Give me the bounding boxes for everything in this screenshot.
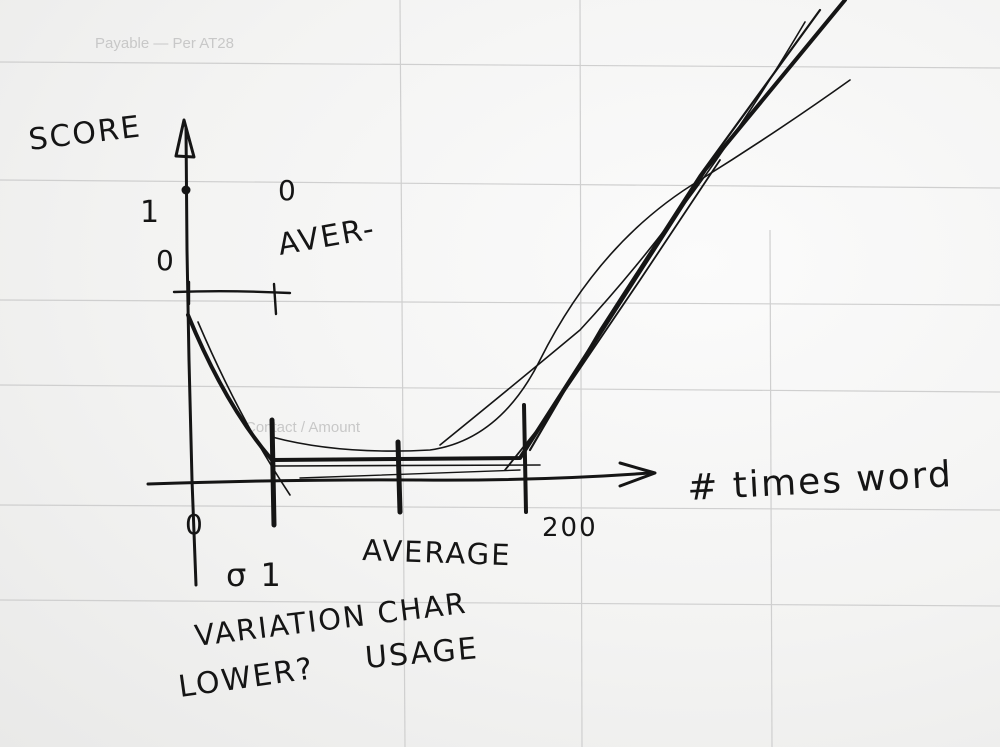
legend-line-label: AVER- — [275, 211, 378, 263]
tick-average — [395, 439, 403, 515]
legend-segment-end-tick — [272, 282, 278, 316]
legend-segment — [172, 290, 292, 295]
origin-label: 0 — [185, 508, 205, 541]
x-axis — [146, 471, 652, 486]
note-line-2-right: USAGE — [364, 631, 480, 676]
legend-marker-label: 0 — [278, 174, 298, 207]
y-tick-label-1: 1 — [140, 195, 161, 230]
score-curve-sketch-3 — [271, 79, 851, 452]
tick-200 — [522, 403, 528, 514]
y-tick-label-0: 0 — [156, 244, 176, 277]
max-label: 200 — [542, 513, 598, 543]
tick-sigma — [269, 417, 277, 528]
y-axis-arrowhead — [174, 118, 196, 159]
ghost-text-1: Payable — Per AT28 — [95, 35, 234, 52]
score-curve-main — [186, 0, 847, 462]
x-axis-label: # times word — [686, 454, 953, 509]
score-curve-sketch-5 — [504, 159, 721, 471]
score-plateau-1 — [274, 464, 541, 467]
y-axis-label: SCORE — [27, 109, 144, 158]
sigma-label: σ 1 — [226, 556, 283, 594]
score-curve-sketch-6 — [528, 8, 822, 452]
average-label: AVERAGE — [362, 533, 512, 572]
score-curve-sketch-4 — [439, 21, 806, 446]
y-axis — [184, 126, 198, 587]
note-line-2-left: LOWER? — [176, 651, 316, 705]
ghost-text-2: Contact / Amount — [245, 419, 361, 436]
y-tick-dot — [181, 185, 191, 195]
score-curve-sketch-2 — [197, 321, 291, 496]
score-plateau-2 — [299, 469, 521, 479]
x-axis-arrowhead — [618, 461, 657, 488]
